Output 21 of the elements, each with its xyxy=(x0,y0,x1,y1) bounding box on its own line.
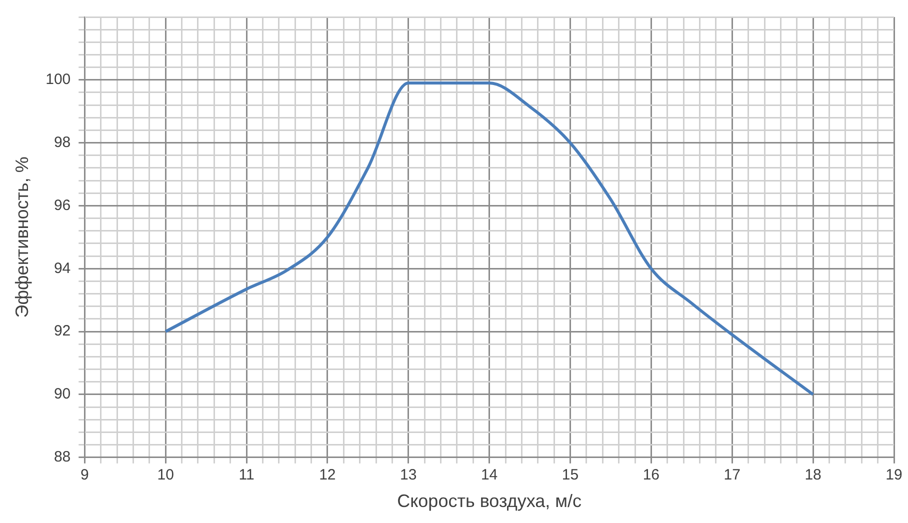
x-axis-title: Скорость воздуха, м/с xyxy=(397,491,582,512)
x-tick-label: 9 xyxy=(80,466,89,484)
line-series xyxy=(164,82,815,396)
y-tick-label: 98 xyxy=(54,134,71,151)
y-tick-label: 96 xyxy=(54,196,71,214)
x-tick-label: 16 xyxy=(642,466,660,484)
x-tick-label: 15 xyxy=(562,466,579,484)
x-tick-label: 10 xyxy=(157,466,174,484)
y-tick-label: 94 xyxy=(54,260,71,277)
x-tick-label: 19 xyxy=(886,466,902,484)
y-tick-label: 100 xyxy=(46,71,71,88)
x-tick-label: 13 xyxy=(400,466,417,484)
y-tick-label: 88 xyxy=(54,448,71,466)
x-tick-label: 17 xyxy=(724,466,740,484)
x-tick-label: 14 xyxy=(480,466,498,484)
y-axis-title: Эффективность, % xyxy=(12,156,32,318)
y-tick-label: 90 xyxy=(54,386,71,403)
x-tick-label: 12 xyxy=(319,466,336,484)
x-tick-label: 11 xyxy=(238,466,254,484)
y-tick-label: 92 xyxy=(54,322,71,340)
x-tick-label: 18 xyxy=(804,466,822,484)
